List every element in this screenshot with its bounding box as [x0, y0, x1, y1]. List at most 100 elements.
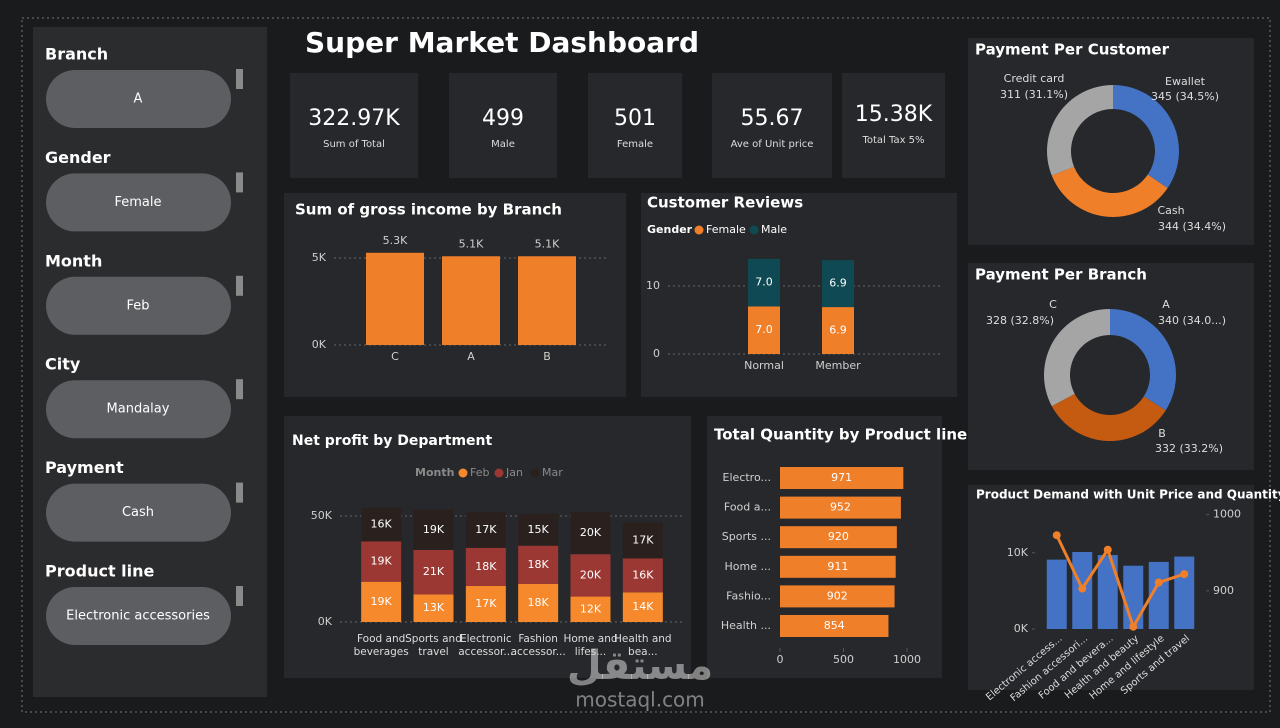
slice-category: Cash [1157, 204, 1184, 217]
y-tick-label: Electro... [723, 471, 771, 484]
y-tick-label: Sports ... [722, 530, 771, 543]
data-label: 20K [580, 568, 602, 581]
y-tick-label: 10 [646, 279, 660, 292]
x-tick-label: Electronic accessor... [458, 633, 514, 658]
x-tick-label: Fashion accessor... [510, 633, 566, 658]
bar-segment [570, 554, 611, 597]
data-label: 12K [580, 602, 602, 615]
legend-marker [458, 468, 468, 478]
slicer-value: A [134, 92, 143, 107]
scrollbar [236, 275, 243, 296]
chart-title: Total Quantity by Product line [714, 426, 967, 444]
slice-category: B [1158, 427, 1166, 440]
data-label: 16K [371, 517, 393, 530]
data-label: 18K [475, 560, 497, 573]
kpi-value: 322.97K [308, 106, 400, 131]
bar-segment [413, 594, 454, 622]
data-label: 7.0 [755, 323, 773, 336]
panel [449, 73, 557, 178]
x-tick-label: A [467, 350, 475, 363]
donut-slice [1051, 393, 1166, 441]
kpi-label: Ave of Unit price [731, 139, 814, 150]
bar [518, 256, 576, 345]
y-tick-label: Home ... [725, 560, 771, 573]
data-label: 902 [827, 589, 848, 602]
y-tick-label: 0 [653, 347, 660, 360]
kpi-label: Sum of Total [323, 139, 385, 150]
slicer-pill[interactable] [46, 483, 231, 542]
data-label: 18K [528, 558, 550, 571]
slicer-value: Female [114, 195, 161, 210]
slicer-pill[interactable] [46, 587, 231, 645]
x-tick-label: Food and beverages [353, 633, 409, 658]
legend-marker [749, 225, 759, 235]
kpi-value: 501 [614, 106, 656, 131]
bar [1123, 565, 1144, 629]
chart-title: Payment Per Branch [975, 266, 1147, 284]
data-label: 911 [827, 560, 848, 573]
panel [842, 73, 945, 178]
donut-slice [1047, 85, 1113, 176]
data-label: 17K [475, 597, 497, 610]
legend-title: Month [415, 466, 454, 479]
scrollbar [236, 586, 243, 606]
bar [1174, 556, 1195, 629]
slicer-pill[interactable] [46, 380, 231, 439]
panel [641, 193, 957, 397]
x-tick-label: Member [815, 359, 861, 372]
data-label: 17K [632, 533, 654, 546]
line [1055, 534, 1185, 631]
data-label: 18K [528, 596, 550, 609]
x-tick-label: 0 [777, 653, 784, 666]
y-tick-label: Food a... [724, 501, 771, 514]
slicer-pill[interactable] [46, 70, 231, 128]
frame [21, 17, 1271, 713]
panel [290, 73, 418, 178]
kpi-value: 15.38K [855, 102, 933, 127]
slice-label: 328 (32.8%) [986, 314, 1054, 327]
scrollbar [236, 172, 243, 193]
legend-title: Gender [647, 223, 693, 236]
bar-segment [518, 583, 559, 622]
line-point [1052, 531, 1061, 540]
x-tick-label: 1000 [893, 653, 921, 666]
scrollbar [236, 482, 243, 503]
x-tick-label: Sports and travel [405, 633, 462, 658]
y2-tick-label: 900 [1213, 584, 1234, 597]
page-title: Super Market Dashboard [305, 26, 699, 59]
slice-label: 345 (34.5%) [1151, 90, 1219, 103]
slice-category: Credit card [1004, 72, 1065, 85]
line-point [1154, 578, 1163, 587]
donut-slice [1113, 85, 1179, 189]
slicer-pill[interactable] [46, 276, 231, 335]
bar [442, 256, 500, 345]
x-tick-label: B [543, 350, 551, 363]
legend-label: Mar [542, 466, 563, 479]
slicer-value: Feb [126, 298, 149, 313]
slicer-pill[interactable] [46, 173, 231, 232]
kpi-label: Total Tax 5% [861, 135, 924, 146]
legend-marker [494, 468, 504, 478]
y-tick-label: 50K [311, 509, 333, 522]
slicer-label: Gender [45, 148, 111, 167]
data-label: 920 [828, 530, 849, 543]
data-label: 854 [824, 619, 845, 632]
chart-title: Net profit by Department [292, 433, 493, 449]
data-label: 5.1K [459, 237, 484, 250]
scrollbar [236, 379, 243, 400]
bar-segment [748, 306, 780, 354]
x-tick-label: Health and bea... [614, 633, 672, 658]
legend-label: Jan [505, 466, 523, 479]
line-point [1129, 622, 1138, 631]
bar-segment [413, 549, 454, 595]
x-tick-label: C [391, 350, 399, 363]
sidebar [33, 27, 267, 697]
y-tick-label: 0K [312, 338, 327, 351]
y-tick-label: 5K [312, 251, 327, 264]
bar-segment [361, 541, 402, 582]
bar-segment [622, 522, 663, 559]
slicer-value: Cash [122, 505, 154, 520]
data-label: 14K [632, 600, 654, 613]
data-label: 952 [830, 501, 851, 514]
